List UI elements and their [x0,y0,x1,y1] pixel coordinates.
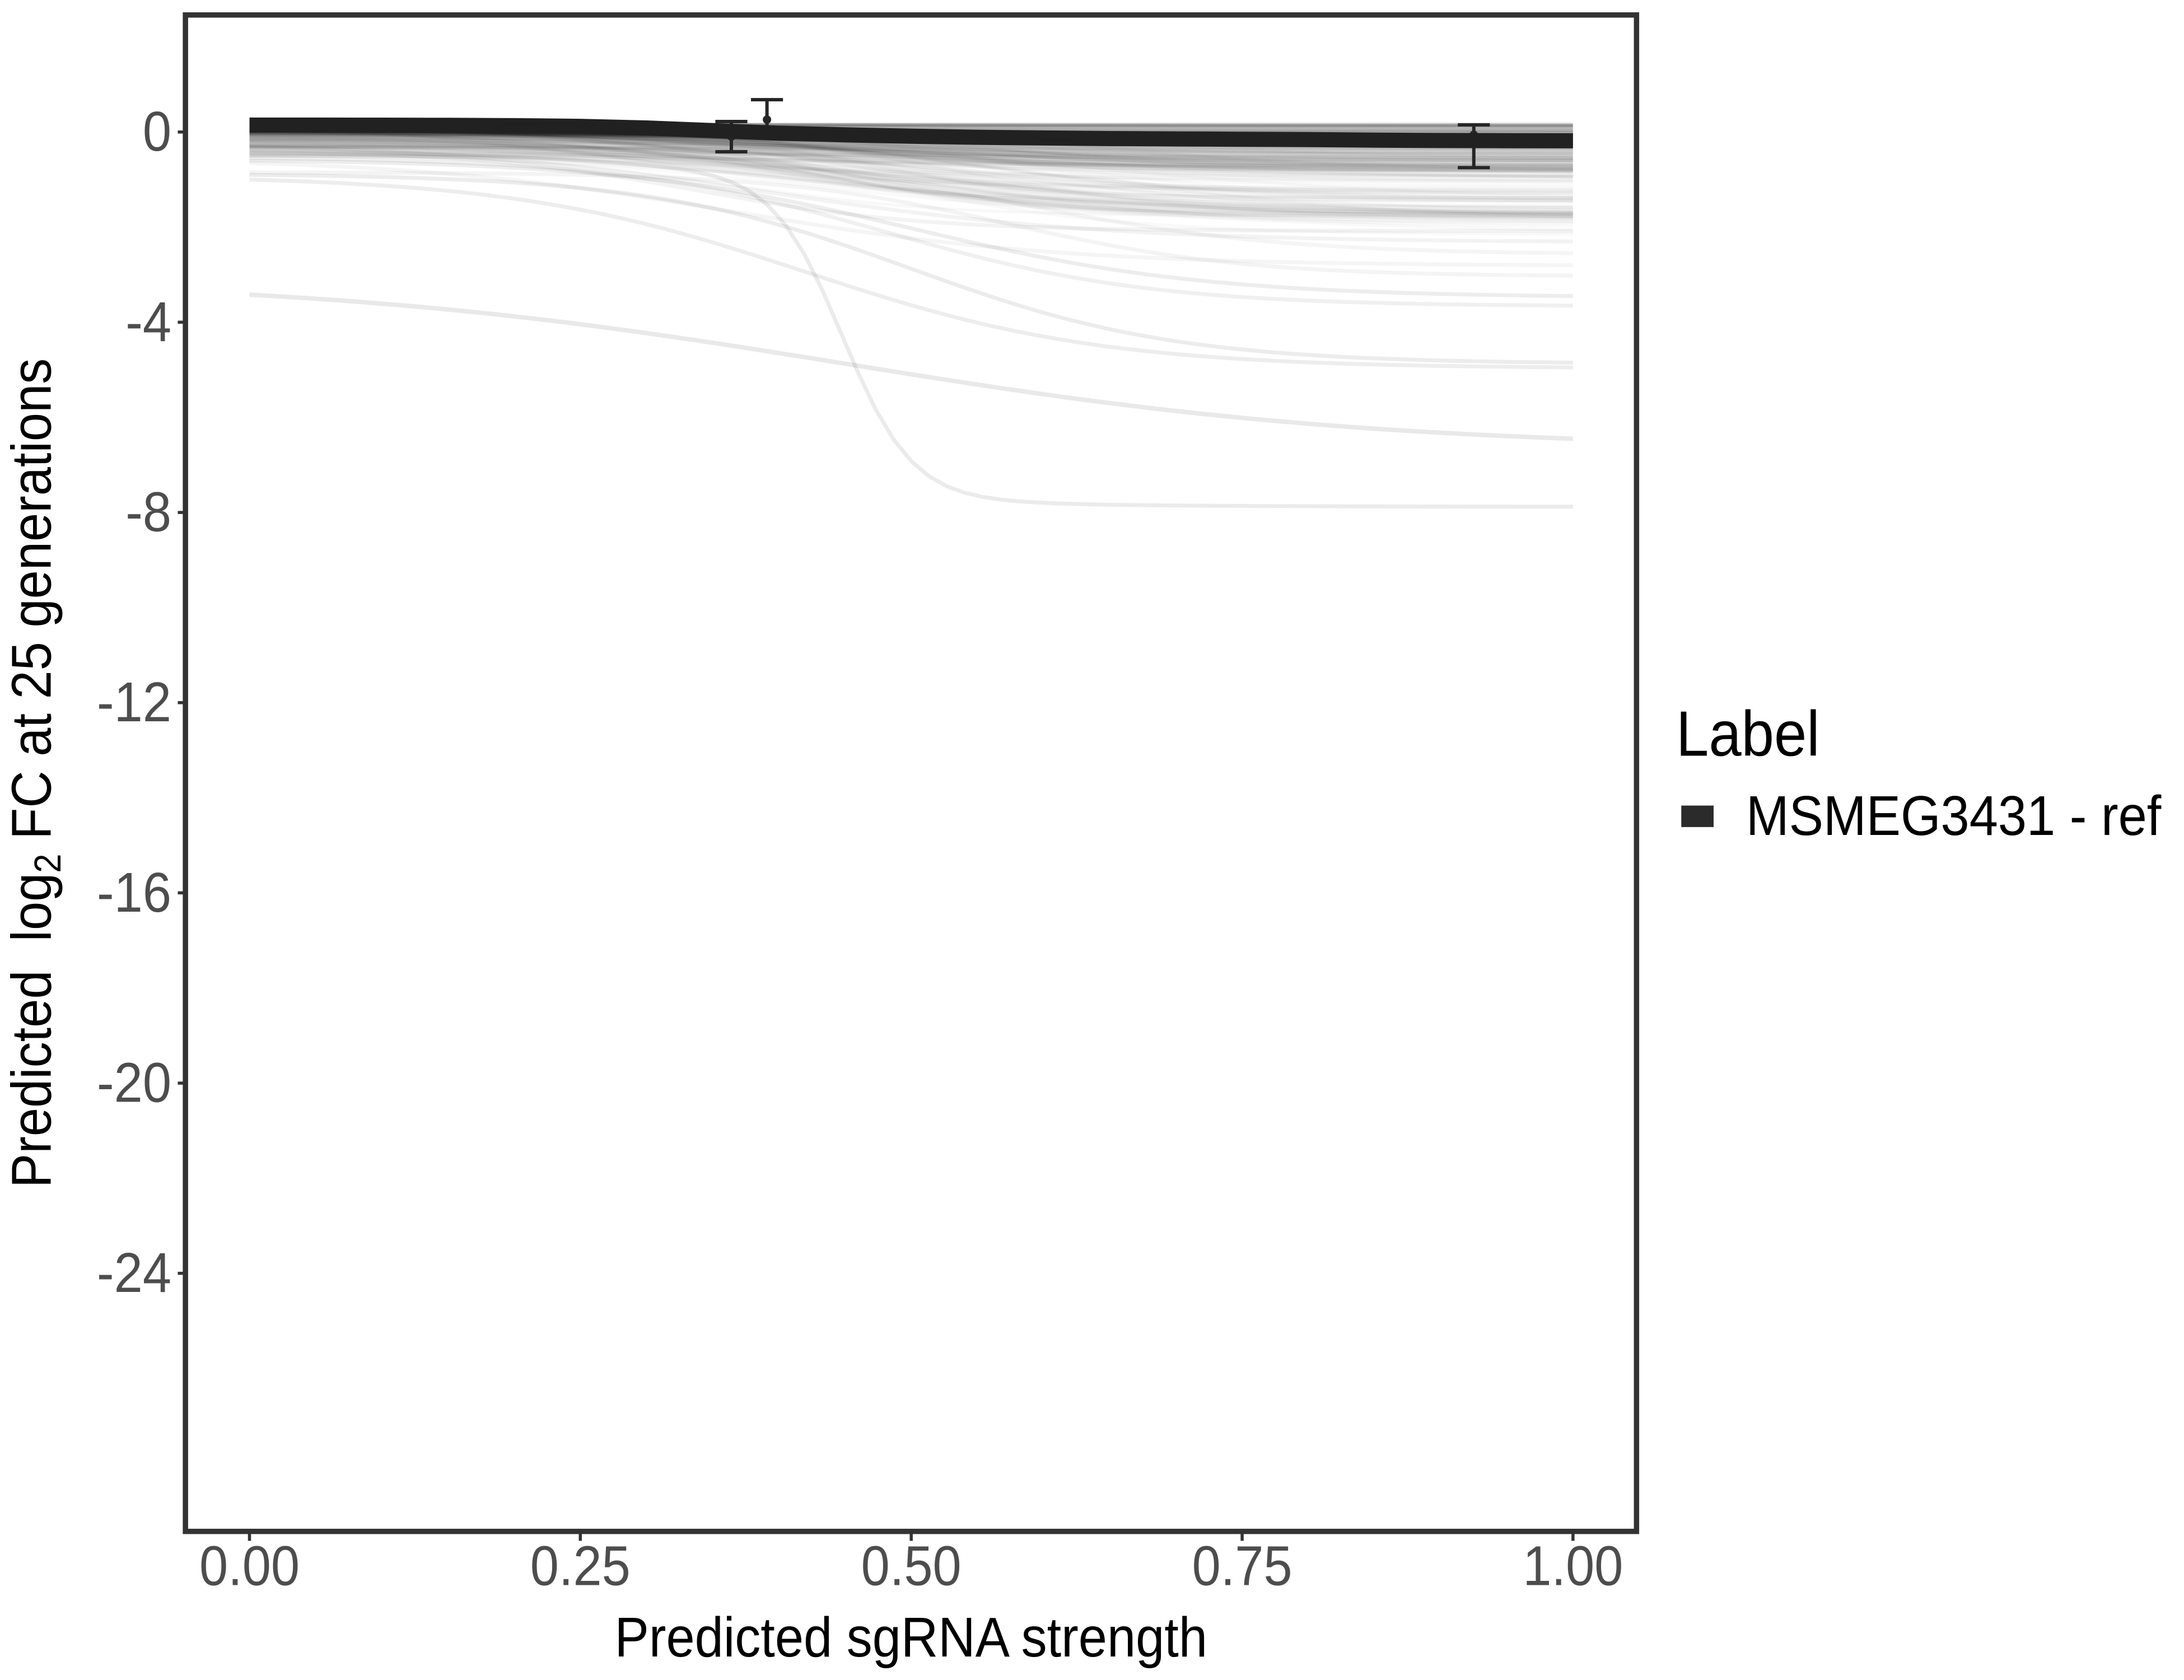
svg-text:-16: -16 [97,861,171,923]
svg-text:0.00: 0.00 [199,1535,300,1597]
svg-text:1.00: 1.00 [1523,1535,1623,1597]
svg-text:0.75: 0.75 [1192,1535,1292,1597]
svg-text:-4: -4 [125,291,171,353]
svg-text:Predicted sgRNA strength: Predicted sgRNA strength [615,1606,1207,1668]
svg-text:-20: -20 [97,1052,171,1114]
svg-text:0.25: 0.25 [530,1535,631,1597]
svg-text:-8: -8 [125,481,171,543]
svg-text:MSMEG3431 - ref: MSMEG3431 - ref [1746,785,2162,847]
svg-text:0.50: 0.50 [861,1535,962,1597]
svg-text:Label: Label [1676,699,1820,770]
svg-text:Predicted log2 FC at 25 gener: Predicted log2 FC at 25 generations [1,358,69,1188]
svg-text:-12: -12 [97,671,171,734]
svg-text:-24: -24 [97,1242,171,1304]
svg-text:0: 0 [143,101,171,163]
